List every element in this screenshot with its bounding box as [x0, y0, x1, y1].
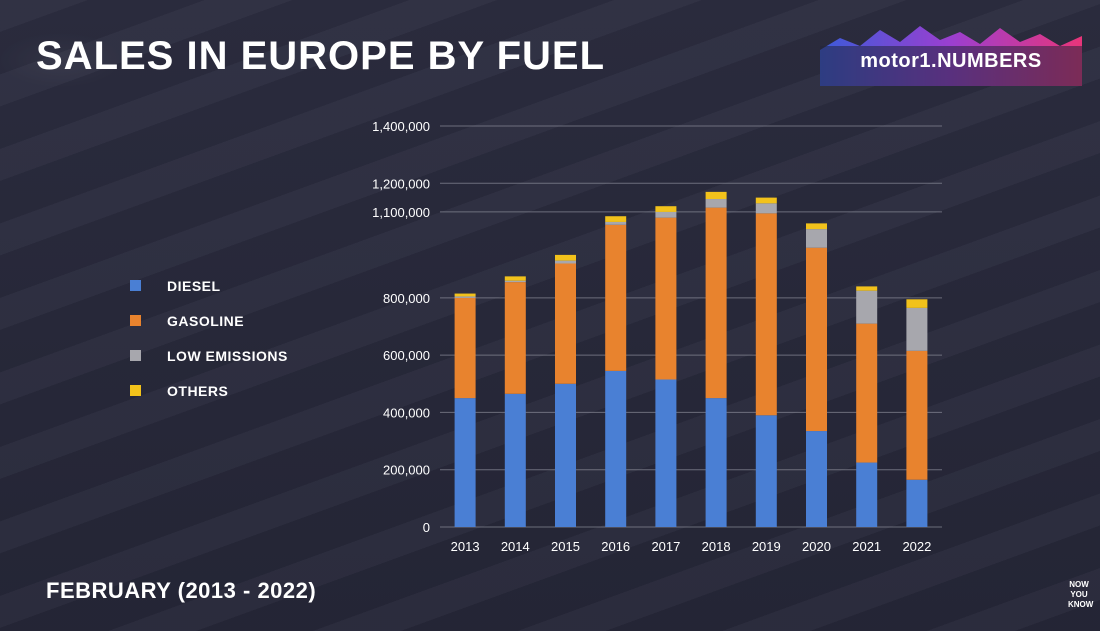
y-tick-label: 0 [423, 520, 430, 535]
x-tick-label: 2018 [702, 539, 731, 554]
legend-swatch-diesel [130, 280, 141, 291]
y-tick-label: 1,400,000 [372, 119, 430, 134]
bar-others-2022 [906, 299, 928, 308]
now-you-know-watermark: NOW YOU KNOW [1068, 580, 1094, 620]
y-tick-label: 1,100,000 [372, 205, 430, 220]
bar-low-emissions-2018 [705, 199, 727, 208]
x-tick-label: 2022 [902, 539, 931, 554]
bar-others-2014 [504, 276, 526, 281]
bar-low-emissions-2020 [806, 229, 827, 248]
y-tick-label: 400,000 [383, 405, 430, 420]
x-tick-label: 2021 [852, 539, 881, 554]
bar-gasoline-2018 [705, 207, 727, 399]
legend-label-low-emissions: LOW EMISSIONS [167, 347, 288, 364]
legend-item-diesel: DIESEL [130, 268, 288, 303]
bar-diesel-2019 [755, 415, 777, 527]
logo-text: motor1.NUMBERS [860, 50, 1042, 72]
watermark-line-you: YOU [1070, 590, 1088, 599]
bar-diesel-2022 [906, 479, 928, 527]
bar-low-emissions-2019 [755, 203, 777, 214]
legend-item-others: OTHERS [130, 373, 288, 408]
bar-diesel-2014 [504, 393, 526, 527]
bar-low-emissions-2021 [856, 290, 878, 324]
bar-gasoline-2022 [906, 350, 928, 480]
bar-others-2020 [806, 223, 827, 230]
x-tick-label: 2020 [802, 539, 831, 554]
bar-diesel-2017 [655, 379, 677, 527]
bar-diesel-2020 [806, 431, 827, 527]
watermark-line-know: KNOW [1068, 600, 1094, 609]
watermark-line-now: NOW [1069, 580, 1089, 589]
bar-diesel-2015 [555, 383, 576, 527]
bar-low-emissions-2017 [655, 211, 677, 218]
bar-others-2015 [555, 254, 576, 261]
legend-label-others: OTHERS [167, 382, 229, 399]
bar-others-2017 [655, 206, 677, 212]
bar-diesel-2016 [605, 370, 627, 527]
y-tick-label: 200,000 [383, 463, 430, 478]
legend-label-gasoline: GASOLINE [167, 312, 245, 329]
chart-title: SALES IN EUROPE BY FUEL [36, 34, 606, 78]
x-tick-label: 2015 [551, 539, 580, 554]
bar-low-emissions-2015 [555, 260, 576, 264]
bar-low-emissions-2016 [605, 221, 627, 225]
x-tick-label: 2013 [451, 539, 480, 554]
mountain-logo-icon [820, 26, 1082, 86]
bar-low-emissions-2013 [454, 296, 476, 298]
y-tick-label: 600,000 [383, 348, 430, 363]
bar-diesel-2021 [856, 462, 878, 527]
bar-diesel-2013 [454, 398, 476, 527]
bar-gasoline-2020 [806, 247, 827, 432]
legend: DIESEL GASOLINE LOW EMISSIONS OTHERS [130, 268, 288, 408]
bar-others-2019 [755, 197, 777, 204]
x-tick-label: 2016 [601, 539, 630, 554]
bar-low-emissions-2014 [504, 280, 526, 283]
y-tick-label: 800,000 [383, 291, 430, 306]
legend-swatch-gasoline [130, 315, 141, 326]
bar-low-emissions-2022 [906, 307, 928, 351]
bar-others-2016 [605, 216, 627, 222]
y-tick-label: 1,200,000 [372, 176, 430, 191]
bar-gasoline-2015 [555, 263, 576, 384]
bar-gasoline-2017 [655, 217, 677, 380]
legend-label-diesel: DIESEL [167, 277, 221, 294]
bar-others-2018 [705, 191, 727, 200]
bar-gasoline-2014 [504, 282, 526, 394]
x-tick-label: 2014 [501, 539, 530, 554]
legend-swatch-low-emissions [130, 350, 141, 361]
bar-gasoline-2019 [755, 213, 777, 416]
bar-gasoline-2016 [605, 224, 627, 371]
legend-item-low-emissions: LOW EMISSIONS [130, 338, 288, 373]
bar-gasoline-2021 [856, 323, 878, 463]
bar-gasoline-2013 [454, 297, 476, 399]
chart-subtitle: FEBRUARY (2013 - 2022) [46, 578, 317, 603]
motor1-numbers-logo: motor1.NUMBERS [820, 20, 1082, 86]
bar-diesel-2018 [705, 398, 727, 527]
x-tick-label: 2019 [752, 539, 781, 554]
x-tick-label: 2017 [651, 539, 680, 554]
bar-others-2021 [856, 286, 878, 291]
legend-swatch-others [130, 385, 141, 396]
bar-others-2013 [454, 293, 476, 297]
legend-item-gasoline: GASOLINE [130, 303, 288, 338]
